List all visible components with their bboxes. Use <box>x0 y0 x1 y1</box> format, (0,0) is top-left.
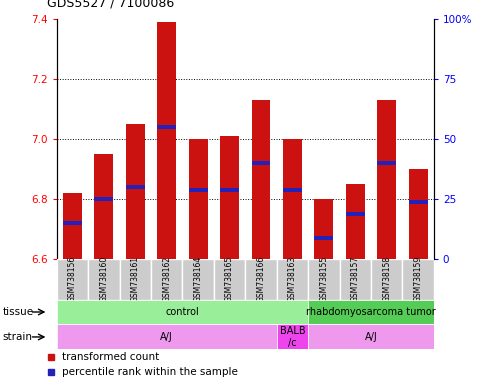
Text: control: control <box>166 307 199 317</box>
Bar <box>57 259 88 300</box>
Bar <box>63 193 82 259</box>
Bar <box>157 22 176 259</box>
Bar <box>308 259 340 300</box>
Bar <box>157 126 176 129</box>
Text: percentile rank within the sample: percentile rank within the sample <box>62 367 238 377</box>
Bar <box>277 324 308 349</box>
Text: GSM738162: GSM738162 <box>162 256 171 303</box>
Bar <box>409 169 427 259</box>
Bar <box>88 259 119 300</box>
Bar <box>283 189 302 192</box>
Bar <box>57 324 277 349</box>
Bar <box>251 161 270 165</box>
Bar <box>409 200 427 204</box>
Bar <box>346 212 365 216</box>
Bar <box>371 259 402 300</box>
Bar <box>182 259 214 300</box>
Bar <box>189 189 208 192</box>
Bar <box>308 300 434 324</box>
Bar <box>346 184 365 259</box>
Bar <box>220 189 239 192</box>
Bar <box>277 259 308 300</box>
Text: BALB
/c: BALB /c <box>280 326 305 348</box>
Text: GDS5527 / 7100086: GDS5527 / 7100086 <box>47 0 174 10</box>
Text: tissue: tissue <box>2 307 34 317</box>
Text: strain: strain <box>2 332 33 342</box>
Bar <box>377 161 396 165</box>
Text: A/J: A/J <box>160 332 173 342</box>
Text: GSM738161: GSM738161 <box>131 256 140 303</box>
Bar <box>251 100 270 259</box>
Text: GSM738159: GSM738159 <box>414 256 423 303</box>
Bar <box>283 139 302 259</box>
Bar <box>94 197 113 201</box>
Text: A/J: A/J <box>365 332 377 342</box>
Bar <box>63 222 82 225</box>
Bar <box>126 124 145 259</box>
Bar <box>245 259 277 300</box>
Bar <box>189 139 208 259</box>
Bar <box>119 259 151 300</box>
Bar <box>402 259 434 300</box>
Text: GSM738160: GSM738160 <box>99 256 108 303</box>
Bar <box>315 237 333 240</box>
Text: GSM738165: GSM738165 <box>225 256 234 303</box>
Text: rhabdomyosarcoma tumor: rhabdomyosarcoma tumor <box>306 307 436 317</box>
Bar <box>377 100 396 259</box>
Bar <box>340 259 371 300</box>
Bar <box>220 136 239 259</box>
Text: GSM738158: GSM738158 <box>382 256 391 303</box>
Bar <box>315 199 333 259</box>
Text: GSM738155: GSM738155 <box>319 256 328 303</box>
Text: GSM738156: GSM738156 <box>68 256 77 303</box>
Text: GSM738163: GSM738163 <box>288 256 297 303</box>
Text: GSM738157: GSM738157 <box>351 256 360 303</box>
Text: transformed count: transformed count <box>62 352 160 362</box>
Bar <box>126 185 145 189</box>
Text: GSM738164: GSM738164 <box>194 256 203 303</box>
Bar <box>151 259 182 300</box>
Bar <box>57 300 308 324</box>
Bar <box>308 324 434 349</box>
Bar <box>214 259 246 300</box>
Bar <box>94 154 113 259</box>
Text: GSM738166: GSM738166 <box>256 256 266 303</box>
